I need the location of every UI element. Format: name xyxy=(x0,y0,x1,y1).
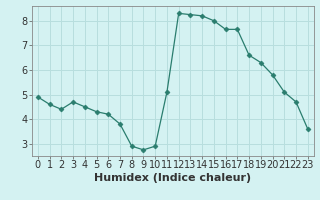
X-axis label: Humidex (Indice chaleur): Humidex (Indice chaleur) xyxy=(94,173,252,183)
